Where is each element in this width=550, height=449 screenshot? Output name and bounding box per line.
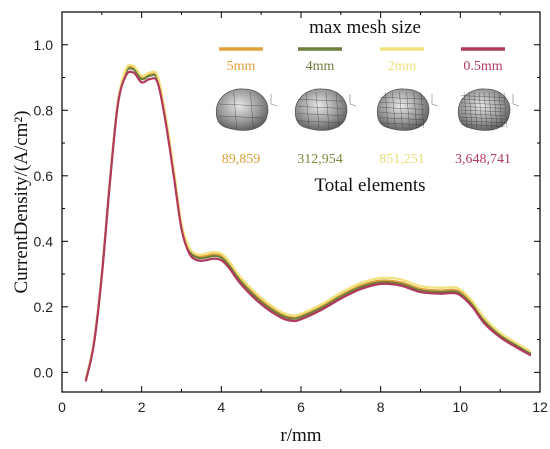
mesh-line	[399, 91, 403, 129]
mesh-thumbnail-image	[215, 88, 278, 131]
mesh-line	[218, 115, 264, 119]
mesh-line	[498, 91, 503, 129]
mesh-line	[379, 102, 425, 105]
legend-footer: Total elements	[314, 175, 425, 196]
mesh-line	[384, 91, 389, 129]
axis-triad	[349, 103, 357, 107]
mesh-line	[503, 91, 508, 129]
mesh-line	[379, 96, 425, 100]
mesh-thumbnail-image	[457, 88, 520, 131]
x-axis-title: r/mm	[280, 425, 321, 446]
element-count: 851,251	[379, 152, 425, 167]
series-line-0_5mm	[84, 70, 532, 382]
legend-label: 0.5mm	[463, 59, 502, 74]
axis-triad	[431, 103, 439, 107]
mesh-outline	[294, 88, 348, 131]
y-tick-label: 0.6	[34, 168, 54, 184]
x-tick-label: 6	[297, 399, 305, 415]
mesh-line	[460, 109, 506, 113]
mesh-line	[478, 91, 483, 129]
mesh-outline	[215, 88, 269, 131]
mesh-thumbnail-image	[376, 88, 439, 131]
series-line-4mm	[84, 67, 532, 380]
mesh-line	[460, 95, 506, 98]
element-count: 312,954	[297, 152, 343, 167]
mesh-line	[379, 112, 425, 115]
mesh-line	[250, 91, 254, 129]
y-tick-label: 0.0	[34, 364, 54, 380]
mesh-line	[460, 102, 506, 106]
legend-title: max mesh size	[309, 17, 421, 38]
y-tick-label: 0.4	[34, 233, 54, 249]
mesh-line	[493, 91, 498, 129]
mesh-line	[413, 91, 417, 129]
x-tick-label: 8	[377, 399, 385, 415]
legend-items: 5mm 89,859 4mm 312,954 2mm 851,251 0.5mm 3,648,…	[215, 47, 520, 167]
mesh-line	[315, 91, 320, 129]
mesh-thumbnail-image	[294, 88, 357, 131]
legend-label: 2mm	[388, 59, 417, 74]
x-tick-label: 0	[58, 399, 66, 415]
element-count: 89,859	[222, 152, 261, 167]
mesh-line	[379, 117, 425, 120]
axis-ticks: 0 2 4 6 8 10 12 0.0 0.2 0.4 0.6 0.8 1.0	[34, 12, 548, 415]
mesh-line	[297, 120, 343, 124]
mesh-line	[379, 122, 425, 126]
y-tick-label: 1.0	[34, 37, 54, 53]
series-line-2mm	[84, 63, 532, 380]
legend-label: 5mm	[227, 59, 256, 74]
mesh-line	[460, 124, 506, 127]
element-count: 3,648,741	[455, 152, 511, 167]
mesh-line	[460, 120, 506, 124]
x-tick-label: 4	[217, 399, 225, 415]
y-axis-title: CurrentDensity/(A/cm²)	[11, 111, 32, 294]
mesh-line	[473, 91, 478, 129]
mesh-line	[305, 91, 310, 129]
axis-triad	[270, 103, 278, 107]
legend-label: 4mm	[306, 59, 335, 74]
mesh-line	[335, 91, 340, 129]
mesh-line	[460, 113, 506, 116]
y-tick-label: 0.2	[34, 299, 54, 315]
mesh-line	[406, 91, 410, 129]
mesh-line	[420, 91, 425, 129]
axis-triad	[512, 103, 520, 107]
mesh-line	[460, 116, 506, 120]
mesh-line	[297, 106, 343, 109]
mesh-line	[297, 98, 343, 102]
series-layer	[84, 63, 532, 382]
mesh-line	[468, 91, 473, 129]
x-tick-label: 12	[532, 399, 548, 415]
legend: max mesh size Total elements 5mm 89,859 4m…	[215, 17, 520, 196]
mesh-line	[233, 91, 237, 129]
mesh-line	[379, 107, 425, 110]
x-tick-label: 2	[138, 399, 146, 415]
mesh-line	[460, 106, 506, 109]
x-tick-label: 10	[453, 399, 469, 415]
y-tick-label: 0.8	[34, 102, 54, 118]
mesh-line	[297, 113, 343, 116]
mesh-line	[460, 98, 506, 102]
mesh-line	[218, 103, 264, 107]
mesh-line	[392, 91, 396, 129]
